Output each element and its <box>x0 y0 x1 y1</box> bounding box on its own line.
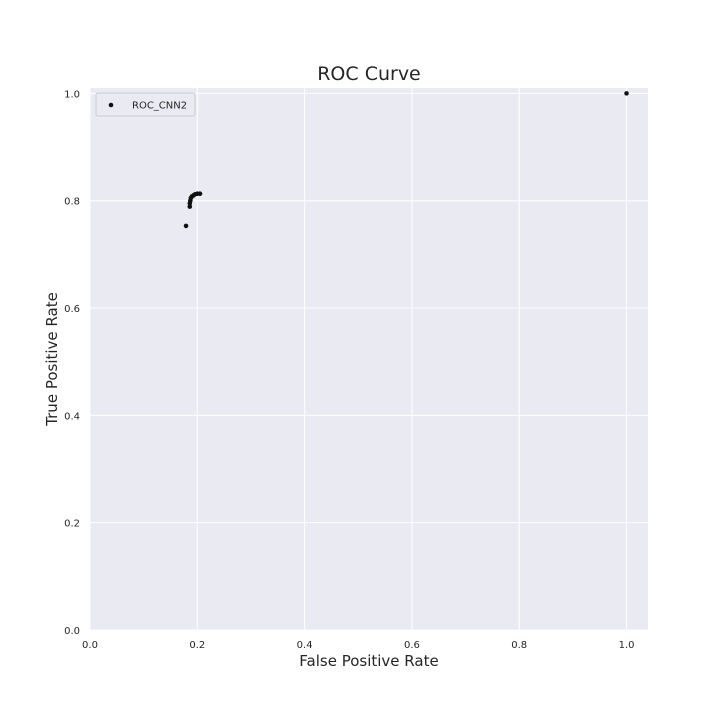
chart-title: ROC Curve <box>317 63 421 85</box>
data-point <box>197 191 203 197</box>
y-tick-label: 0.8 <box>64 197 80 208</box>
y-tick-label: 1.0 <box>64 89 80 100</box>
legend: ROC_CNN2 <box>95 92 196 117</box>
y-tick-label: 0.4 <box>64 411 80 422</box>
y-tick-label: 0.6 <box>64 304 80 315</box>
legend-marker <box>108 102 114 108</box>
x-axis-label: False Positive Rate <box>299 652 438 670</box>
x-tick-label: 1.0 <box>619 640 635 651</box>
x-tick-label: 0.8 <box>511 640 527 651</box>
plot-area <box>90 88 648 630</box>
data-point <box>187 204 193 209</box>
legend-label: ROC_CNN2 <box>132 101 187 112</box>
data-point <box>183 223 189 229</box>
data-point <box>624 91 629 96</box>
x-tick-label: 0.0 <box>82 640 98 651</box>
y-axis-label: True Positive Rate <box>43 292 61 427</box>
y-tick-label: 0.2 <box>64 519 80 530</box>
x-tick-label: 0.6 <box>404 640 420 651</box>
x-tick-label: 0.4 <box>297 640 313 651</box>
y-tick-label: 0.0 <box>64 626 80 637</box>
x-tick-label: 0.2 <box>189 640 205 651</box>
legend-box <box>95 92 196 117</box>
